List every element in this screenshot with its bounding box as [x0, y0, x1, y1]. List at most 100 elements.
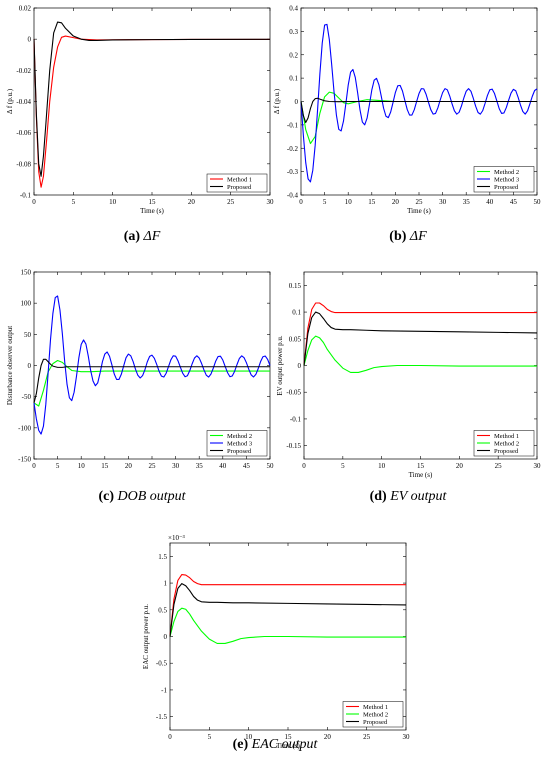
x-tick-label: 20 — [392, 198, 400, 206]
legend-label: Proposed — [227, 448, 252, 455]
x-tick-label: 40 — [486, 198, 494, 206]
x-tick-label: 30 — [172, 462, 180, 470]
x-tick-label: 40 — [219, 462, 227, 470]
caption-letter: (d) — [370, 489, 391, 504]
x-tick-label: 25 — [495, 462, 503, 470]
legend-label: Method 2 — [363, 711, 388, 718]
legend-label: Method 3 — [227, 440, 252, 447]
y-tick-label: 0.2 — [289, 51, 298, 59]
y-tick-label: 1 — [164, 580, 168, 588]
y-tick-label: -0.06 — [16, 129, 31, 137]
y-tick-label: 0 — [28, 362, 32, 370]
legend-label: Method 2 — [227, 433, 252, 440]
x-tick-label: 5 — [323, 198, 327, 206]
series-line-2 — [33, 21, 271, 177]
y-tick-label: 150 — [21, 269, 32, 277]
chart-3: 0 5 10 15 20 25 30 35 40 45 50 -150 -100 -50 0 50 100 150… — [6, 269, 274, 505]
chart-2: 0 5 10 15 20 25 30 35 40 45 50 -0.4 -0.3 -0.2 -0.1 0 0.1… — [273, 5, 541, 245]
x-axis-label: Time (s) — [407, 207, 431, 215]
x-tick-label: 50 — [534, 198, 542, 206]
figure-caption: (d) EV output — [370, 489, 448, 504]
y-tick-label: -0.2 — [287, 145, 299, 153]
x-tick-label: 35 — [463, 198, 471, 206]
y-tick-label: -50 — [22, 393, 32, 401]
y-tick-label: -0.15 — [286, 442, 301, 450]
y-tick-label: -0.5 — [156, 660, 168, 668]
series-line-2 — [169, 607, 406, 645]
x-tick-label: 5 — [56, 462, 60, 470]
x-tick-label: 20 — [324, 733, 332, 741]
figure-caption: (e) EAC output — [233, 737, 319, 752]
y-tick-label: -1.5 — [156, 713, 168, 721]
y-tick-label: 0 — [28, 36, 32, 44]
y-tick-label: -0.1 — [20, 192, 32, 200]
x-axis-label: Time (s) — [409, 471, 433, 479]
plot-frame — [33, 7, 271, 196]
chart-1: 0 5 10 15 20 25 30 -0.1 -0.08 -0.06 -0.04 -0.02 0 0.0… — [6, 5, 274, 245]
x-tick-label: 10 — [109, 198, 117, 206]
x-tick-label: 20 — [125, 462, 133, 470]
y-tick-label: 0.15 — [289, 282, 302, 290]
y-tick-label: 0.1 — [289, 75, 298, 83]
legend-label: Method 1 — [363, 704, 388, 711]
series-line-3 — [303, 311, 538, 366]
legend-label: Method 2 — [494, 440, 519, 447]
x-tick-label: 0 — [302, 462, 306, 470]
x-tick-label: 0 — [168, 733, 172, 741]
y-tick-label: -0.04 — [16, 98, 31, 106]
legend-label: Proposed — [227, 184, 252, 191]
x-tick-label: 10 — [245, 733, 253, 741]
y-tick-label: 1.5 — [158, 553, 167, 561]
x-tick-label: 0 — [32, 198, 36, 206]
y-tick-label: 0.02 — [19, 5, 32, 13]
x-tick-label: 15 — [417, 462, 425, 470]
legend-label: Method 1 — [494, 433, 519, 440]
x-tick-label: 15 — [101, 462, 109, 470]
y-axis-label: Disturbance observer output — [6, 326, 14, 405]
x-tick-label: 15 — [149, 198, 157, 206]
y-tick-label: -0.1 — [290, 415, 302, 423]
x-tick-label: 5 — [341, 462, 345, 470]
x-tick-label: 10 — [78, 462, 86, 470]
series-line-3 — [33, 358, 270, 404]
y-tick-label: 0 — [295, 98, 299, 106]
caption-text: ΔF — [143, 229, 161, 244]
x-tick-label: 15 — [368, 198, 376, 206]
legend-label: Method 1 — [227, 176, 252, 183]
y-tick-label: -0.3 — [287, 168, 299, 176]
y-axis-label: Δ f (p.u.) — [6, 88, 14, 114]
y-tick-label: -0.05 — [286, 389, 301, 397]
figure-caption: (b) ΔF — [389, 229, 427, 244]
legend-label: Method 2 — [494, 169, 519, 176]
caption-letter: (a) — [124, 229, 144, 244]
y-tick-label: 100 — [21, 300, 32, 308]
y-tick-label: -1 — [161, 686, 167, 694]
x-tick-label: 15 — [285, 733, 293, 741]
y-tick-label: 0.05 — [289, 335, 302, 343]
y-tick-label: 0.3 — [289, 28, 298, 36]
x-tick-label: 0 — [32, 462, 36, 470]
caption-text: ΔF — [409, 229, 427, 244]
y-tick-label: 0.4 — [289, 5, 298, 13]
legend-label: Proposed — [494, 448, 519, 455]
series-line-2 — [303, 335, 537, 374]
x-axis-label: Time (s) — [276, 742, 300, 750]
y-tick-label: -0.4 — [287, 192, 299, 200]
series-line-1 — [169, 573, 406, 637]
y-tick-label: 0 — [298, 362, 302, 370]
y-tick-label: -0.08 — [16, 160, 31, 168]
x-axis-label: Time (s) — [140, 207, 164, 215]
x-tick-label: 25 — [227, 198, 235, 206]
x-tick-label: 45 — [510, 198, 518, 206]
caption-text: DOB output — [116, 489, 186, 504]
x-tick-label: 25 — [149, 462, 157, 470]
caption-text: EV output — [389, 489, 447, 504]
y-tick-label: 0.5 — [158, 606, 167, 614]
x-tick-label: 5 — [72, 198, 76, 206]
